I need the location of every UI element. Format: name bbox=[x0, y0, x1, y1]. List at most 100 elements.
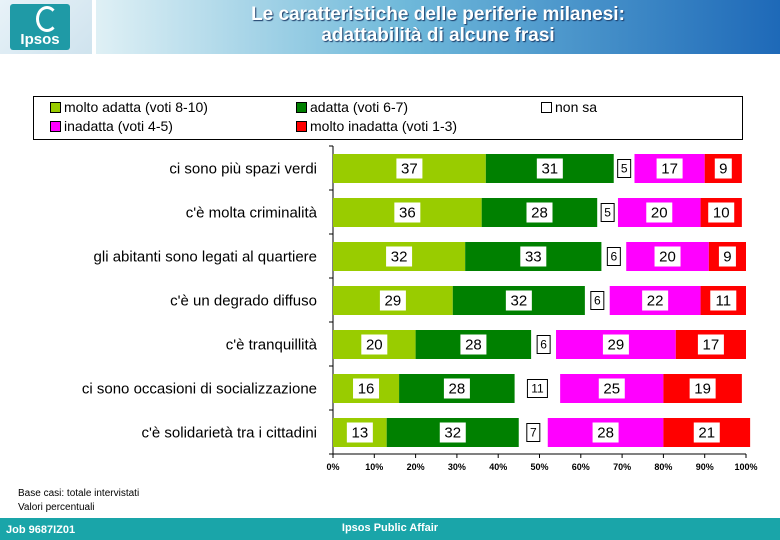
data-label: 13 bbox=[352, 425, 369, 442]
data-label: 25 bbox=[603, 381, 620, 398]
header: Ipsos Le caratteristiche delle periferie… bbox=[0, 0, 780, 54]
values-note: Valori percentuali bbox=[18, 502, 95, 513]
x-tick-label: 20% bbox=[407, 462, 425, 472]
legend-swatch bbox=[296, 120, 307, 132]
ipsos-logo-badge: Ipsos bbox=[10, 4, 70, 50]
legend-label: molto inadatta (voti 1-3) bbox=[310, 118, 458, 134]
page-title: Le caratteristiche delle periferie milan… bbox=[96, 4, 780, 46]
page-title-line-2: adattabilità di alcune frasi bbox=[321, 25, 555, 46]
data-label: 10 bbox=[713, 205, 730, 222]
data-label: 7 bbox=[530, 426, 537, 440]
legend-item-molto-inadatta: molto inadatta (voti 1-3) bbox=[296, 118, 457, 134]
x-tick-label: 60% bbox=[572, 462, 590, 472]
data-label: 33 bbox=[525, 249, 542, 266]
data-label-box bbox=[693, 422, 720, 443]
footer-notes: Base casi: totale intervistati Valori pe… bbox=[18, 487, 139, 515]
title-bar bbox=[96, 0, 780, 54]
stacked-bar-chart: 0% 10% 20% 30% 40% 50% 60% 70% 80% 90% 100% ci sono… bbox=[82, 145, 758, 472]
data-label-box bbox=[394, 202, 421, 223]
x-tick-label: 40% bbox=[489, 462, 507, 472]
data-label-box bbox=[460, 334, 487, 355]
data-label-box bbox=[526, 423, 541, 442]
data-label-box bbox=[710, 290, 737, 311]
data-label: 16 bbox=[358, 381, 375, 398]
legend-swatch bbox=[541, 101, 552, 113]
x-tick-label: 0% bbox=[326, 462, 339, 472]
data-label: 28 bbox=[531, 205, 548, 222]
legend-swatch bbox=[296, 101, 307, 113]
legend-item-adatta: adatta (voti 6-7) bbox=[296, 99, 408, 115]
data-label-box bbox=[361, 334, 388, 355]
data-label-box bbox=[646, 202, 673, 223]
data-label-box bbox=[708, 202, 735, 223]
data-label: 28 bbox=[465, 337, 482, 354]
category-label: ci sono occasioni di socializzazione bbox=[82, 381, 317, 398]
data-label-box bbox=[439, 422, 466, 443]
category-label: c'è tranquillità bbox=[226, 337, 318, 354]
x-tick-label: 90% bbox=[696, 462, 714, 472]
category-label: c'è molta criminalità bbox=[186, 205, 318, 222]
data-label-box bbox=[689, 378, 716, 399]
data-label-box bbox=[505, 290, 532, 311]
data-label-box bbox=[600, 203, 615, 222]
data-label: 20 bbox=[651, 205, 668, 222]
data-label-box bbox=[598, 378, 625, 399]
data-label: 6 bbox=[540, 338, 547, 352]
x-tick-label: 100% bbox=[734, 462, 757, 472]
data-label-box bbox=[536, 335, 551, 354]
category-label: ci sono più spazi verdi bbox=[169, 161, 317, 178]
footer-bar: Job 9687IZ01 Ipsos Public Affair bbox=[0, 518, 780, 540]
data-label-box bbox=[526, 202, 553, 223]
legend-label: adatta (voti 6-7) bbox=[310, 99, 409, 115]
legend-swatch bbox=[50, 120, 61, 132]
data-label-box bbox=[443, 378, 470, 399]
category-label: gli abitanti sono legati al quartiere bbox=[94, 249, 317, 266]
data-label: 29 bbox=[608, 337, 625, 354]
legend-label: non sa bbox=[555, 99, 598, 115]
data-label: 21 bbox=[698, 425, 715, 442]
logo-mark-icon bbox=[36, 6, 58, 32]
legend-item-inadatta: inadatta (voti 4-5) bbox=[50, 118, 173, 134]
data-label-box bbox=[718, 246, 736, 267]
data-label-box bbox=[520, 246, 547, 267]
data-label: 6 bbox=[594, 294, 601, 308]
base-note: Base casi: totale intervistati bbox=[18, 488, 140, 499]
data-label: 28 bbox=[449, 381, 466, 398]
data-label: 32 bbox=[511, 293, 528, 310]
x-tick-label: 10% bbox=[365, 462, 383, 472]
data-label-box bbox=[536, 158, 563, 179]
legend-label: molto adatta (voti 8-10) bbox=[64, 99, 208, 115]
data-label: 5 bbox=[604, 206, 611, 220]
data-label: 20 bbox=[659, 249, 676, 266]
data-label: 6 bbox=[610, 250, 617, 264]
legend-swatch bbox=[50, 101, 61, 113]
data-label: 17 bbox=[703, 337, 720, 354]
data-label: 11 bbox=[531, 382, 544, 396]
data-label-box bbox=[592, 422, 619, 443]
data-label-box bbox=[602, 334, 629, 355]
data-label-box bbox=[617, 159, 632, 178]
x-tick-label: 70% bbox=[613, 462, 631, 472]
data-label-box bbox=[697, 334, 724, 355]
data-label: 19 bbox=[694, 381, 711, 398]
data-label: 9 bbox=[719, 161, 727, 178]
data-label: 37 bbox=[401, 161, 418, 178]
page-title-line-1: Le caratteristiche delle periferie milan… bbox=[251, 4, 625, 25]
x-tick-label: 30% bbox=[448, 462, 466, 472]
data-label-box bbox=[590, 291, 605, 310]
data-label-box bbox=[526, 379, 548, 398]
data-label: 17 bbox=[661, 161, 678, 178]
logo-text: Ipsos bbox=[20, 31, 60, 48]
data-label-box bbox=[396, 158, 423, 179]
data-label-box bbox=[656, 158, 683, 179]
data-label-box bbox=[606, 247, 621, 266]
legend-label: inadatta (voti 4-5) bbox=[64, 118, 173, 134]
logo: Ipsos bbox=[0, 0, 92, 54]
company-name: Ipsos Public Affair bbox=[341, 522, 439, 534]
data-label: 22 bbox=[647, 293, 664, 310]
data-label: 36 bbox=[399, 205, 416, 222]
data-label: 11 bbox=[715, 293, 731, 310]
data-label: 32 bbox=[444, 425, 461, 442]
data-label-box bbox=[714, 158, 732, 179]
chart-legend: molto adatta (voti 8-10) adatta (voti 6-… bbox=[33, 96, 743, 140]
